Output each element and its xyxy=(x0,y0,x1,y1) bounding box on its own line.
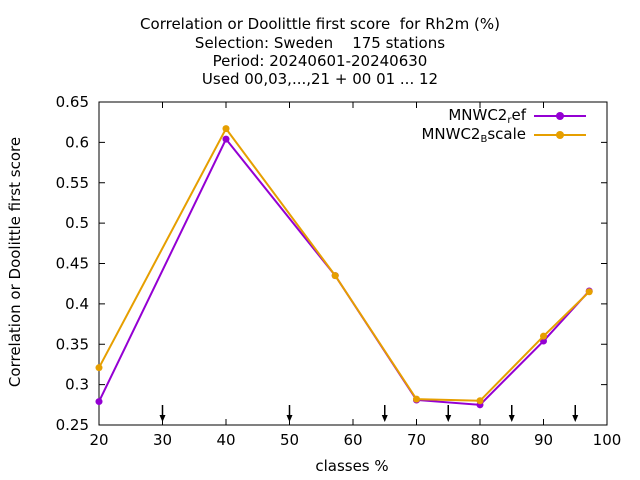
x-tick-label: 50 xyxy=(280,431,299,449)
series-point-1 xyxy=(95,364,103,372)
threshold-arrow-head xyxy=(381,415,388,422)
series-point-1 xyxy=(413,395,420,403)
x-tick-label: 80 xyxy=(470,431,489,449)
series-point-1 xyxy=(476,397,484,405)
series-point-0 xyxy=(95,398,103,406)
legend-label-ref: MNWC2ref xyxy=(448,105,526,126)
y-tick-label: 0.65 xyxy=(56,93,89,111)
legend-entry-bscale: MNWC2Bscale xyxy=(421,124,586,145)
series-point-1 xyxy=(585,288,593,296)
x-tick-label: 60 xyxy=(343,431,362,449)
series-point-0 xyxy=(222,135,230,143)
plot-frame xyxy=(98,101,608,426)
threshold-arrow-head xyxy=(508,415,515,422)
legend-entry-ref: MNWC2ref xyxy=(421,105,586,126)
series-line-1 xyxy=(98,126,590,402)
legend-label-bscale: MNWC2Bscale xyxy=(421,124,526,145)
x-axis-label: classes % xyxy=(315,457,389,475)
y-axis-label: Correlation or Doolittle first score xyxy=(6,136,24,388)
y-tick-label: 0.35 xyxy=(56,335,89,353)
y-tick-label: 0.55 xyxy=(56,174,89,192)
x-tick-label: 70 xyxy=(407,431,426,449)
threshold-arrow-head xyxy=(159,415,166,422)
y-tick-label: 0.3 xyxy=(65,376,89,394)
chart-subtitle-2: Period: 20240601-20240630 xyxy=(212,52,428,70)
legend-swatch-ref xyxy=(534,111,586,120)
legend: MNWC2ref MNWC2Bscale xyxy=(421,105,586,145)
y-tick-label: 0.6 xyxy=(65,133,89,151)
x-tick-label: 20 xyxy=(89,431,108,449)
x-tick-label: 100 xyxy=(593,431,622,449)
threshold-arrow-head xyxy=(572,415,579,422)
y-tick-label: 0.5 xyxy=(65,214,89,232)
chart-title: Correlation or Doolittle first score for… xyxy=(140,15,500,33)
series-point-1 xyxy=(540,332,547,340)
y-tick-label: 0.4 xyxy=(65,295,89,313)
chart-subtitle-1: Selection: Sweden 175 stations xyxy=(194,34,446,52)
series-point-1 xyxy=(331,272,339,280)
y-tick-label: 0.25 xyxy=(56,416,89,434)
chart-subtitle-3: Used 00,03,...,21 + 00 01 ... 12 xyxy=(201,70,439,88)
legend-swatch-bscale xyxy=(534,130,586,139)
threshold-arrow-head xyxy=(286,415,293,422)
series-point-1 xyxy=(222,125,230,133)
x-tick-label: 40 xyxy=(216,431,235,449)
y-tick-label: 0.45 xyxy=(56,255,89,273)
x-tick-label: 90 xyxy=(534,431,553,449)
x-tick-label: 30 xyxy=(153,431,172,449)
threshold-arrow-head xyxy=(445,415,452,422)
